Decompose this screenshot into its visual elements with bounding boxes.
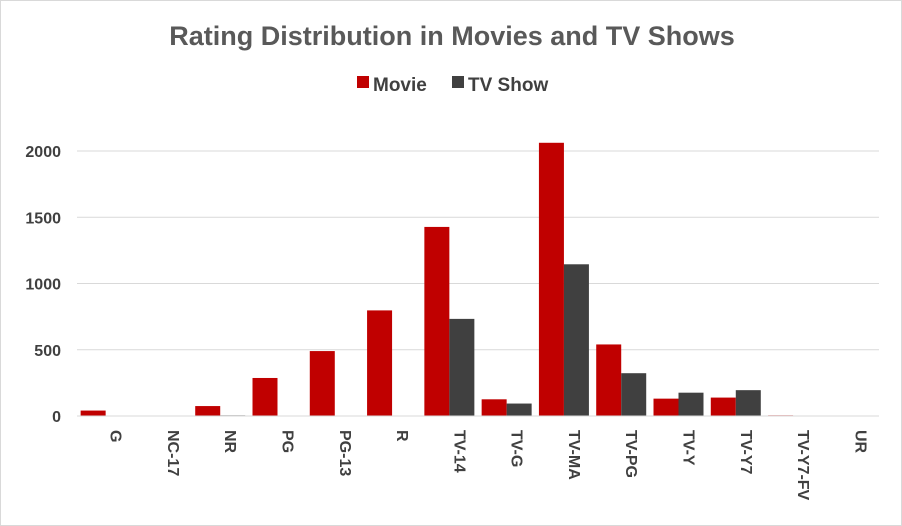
- bar-movie-tv-14: [424, 226, 450, 416]
- x-tick-label-nc-17: NC-17: [164, 430, 181, 476]
- bar-tv-show-tv-ma: [563, 264, 589, 416]
- x-tick-label-tv-y7: TV-Y7: [737, 430, 754, 475]
- bar-movie-tv-y7: [710, 397, 736, 416]
- legend: Movie TV Show: [357, 75, 548, 96]
- bar-tv-show-tv-g: [506, 403, 532, 416]
- bar-movie-g: [80, 410, 106, 416]
- x-tick-label-tv-g: TV-G: [508, 430, 525, 467]
- y-tick-label-0: 0: [52, 409, 61, 426]
- legend-swatch-movie: [357, 76, 369, 88]
- bar-movie-tv-ma: [538, 142, 564, 416]
- bar-movie-nr: [195, 406, 221, 416]
- legend-swatch-tv-show: [452, 76, 464, 88]
- x-tick-label-r: R: [393, 430, 410, 442]
- x-tick-label-tv-14: TV-14: [450, 430, 467, 473]
- x-tick-label-nr: NR: [221, 430, 238, 454]
- legend-label-tv-show: TV Show: [468, 75, 548, 96]
- bar-movie-tv-pg: [596, 344, 622, 416]
- bar-tv-show-tv-y: [678, 392, 704, 416]
- y-tick-label-1500: 1500: [25, 210, 61, 227]
- gridlines: [77, 150, 879, 351]
- bar-movie-pg: [252, 377, 278, 416]
- chart-title: Rating Distribution in Movies and TV Sho…: [169, 21, 735, 51]
- x-tick-label-ur: UR: [851, 430, 868, 454]
- bars: [80, 142, 851, 416]
- y-axis-ticks: 0 500 1000 1500 2000: [25, 144, 61, 426]
- y-tick-label-500: 500: [34, 343, 61, 360]
- bar-tv-show-tv-pg: [621, 373, 647, 416]
- x-tick-label-pg-13: PG-13: [336, 430, 353, 476]
- bar-tv-show-tv-14: [449, 318, 475, 416]
- x-tick-label-tv-y: TV-Y: [680, 430, 697, 466]
- y-tick-label-1000: 1000: [25, 277, 61, 294]
- bar-tv-show-tv-y7: [735, 390, 761, 416]
- legend-label-movie: Movie: [373, 75, 427, 96]
- x-tick-label-tv-pg: TV-PG: [622, 430, 639, 478]
- y-tick-label-2000: 2000: [25, 144, 61, 161]
- bar-movie-tv-g: [481, 399, 507, 416]
- bar-movie-r: [367, 310, 393, 416]
- x-axis-labels: G NC-17 NR PG PG-13 R TV-14 TV-G TV-MA TV-PG TV-Y T…: [107, 430, 869, 501]
- x-tick-label-tv-ma: TV-MA: [565, 430, 582, 480]
- x-tick-label-tv-y7-fv: TV-Y7-FV: [794, 430, 811, 501]
- x-tick-label-pg: PG: [279, 430, 296, 453]
- bar-movie-pg-13: [309, 351, 335, 416]
- x-tick-label-g: G: [107, 430, 124, 442]
- bar-movie-tv-y: [653, 398, 679, 416]
